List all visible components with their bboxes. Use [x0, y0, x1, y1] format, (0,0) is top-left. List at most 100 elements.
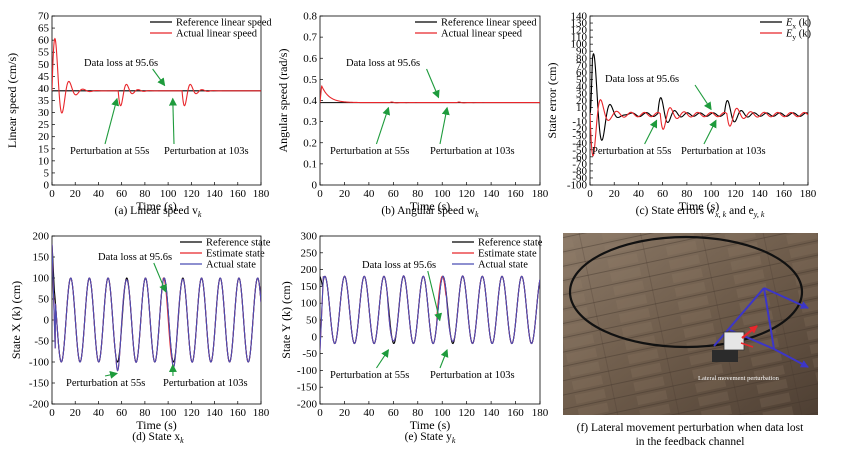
series-line-2	[320, 84, 540, 104]
x-tick-label: 160	[507, 188, 524, 200]
y-tick-label: 0	[44, 315, 50, 327]
annotation-label: Perturbation at 55s	[592, 146, 671, 157]
y-tick-label: 0.4	[303, 95, 317, 107]
y-axis-label: State error (cm)	[545, 63, 559, 139]
y-tick-label: 100	[33, 273, 50, 285]
chart-e: 0 20 40 60 80 100 120 140 160 180 -200 -150 -100 -50 0…	[279, 231, 549, 446]
y-tick-label: 20	[576, 95, 588, 107]
chart-a: 0 20 40 60 80 100 120 140 160 1800510152025303540…	[5, 11, 272, 220]
x-tick-label: 60	[388, 407, 400, 419]
y-tick-label: 50	[38, 294, 50, 306]
y-tick-label: 0.6	[303, 53, 317, 65]
legend-label: Reference linear speed	[441, 18, 537, 29]
x-axis-label: Time (s)	[136, 199, 177, 213]
x-tick-label: 20	[609, 188, 621, 200]
x-tick-label: 120	[458, 188, 475, 200]
chart-b: 0 20 40 60 80 100 120 140 160 180 0 0.1 0.2 0.3 0.4 0.5…	[276, 11, 549, 220]
y-tick-label: 100	[571, 39, 588, 51]
y-tick-label: -100	[297, 365, 318, 377]
annotation-arrow-icon	[104, 97, 120, 145]
x-axis-label: Time (s)	[410, 418, 451, 432]
chart-c: 0 20 40 60 80 100 120 140 160 180-100-90-80-70-60…	[545, 11, 817, 220]
x-tick-label: 0	[49, 188, 55, 200]
x-tick-label: 120	[727, 188, 744, 200]
plot-frame	[319, 15, 541, 186]
photo-caption-line-1: (f) Lateral movement perturbation when d…	[577, 422, 805, 434]
y-tick-label: 40	[576, 81, 588, 93]
blue-frame-vertical	[763, 287, 775, 350]
x-tick-label: 140	[483, 188, 500, 200]
x-axis-label: Time (s)	[136, 418, 177, 432]
annotation-label: Data loss at 95.6s	[362, 260, 436, 271]
series-line-1	[590, 53, 808, 141]
robot-base-icon	[712, 350, 738, 362]
y-tick-label: 0.5	[303, 74, 317, 86]
y-tick-label: 25	[38, 119, 50, 131]
annotation-label: Data loss at 95.6s	[98, 252, 172, 263]
chart-caption: (c) State errors wx, k and ey, k	[636, 205, 765, 219]
x-tick-label: 60	[388, 188, 400, 200]
y-tick-label: 5	[44, 167, 50, 179]
y-tick-label: 150	[301, 281, 318, 293]
y-tick-label: -90	[572, 172, 587, 184]
photo-caption-line-2: in the feedback channel	[636, 436, 745, 448]
x-tick-label: 40	[93, 407, 105, 419]
y-tick-label: 15	[38, 143, 50, 155]
x-tick-label: 60	[116, 407, 128, 419]
blue-axis-x-icon	[763, 287, 809, 309]
chart-caption: (d) State xk	[132, 431, 184, 445]
x-tick-label: 100	[160, 407, 177, 419]
x-tick-label: 100	[434, 407, 451, 419]
annotation-arrow-icon	[427, 270, 443, 322]
y-tick-label: 40	[38, 83, 50, 95]
y-axis-label: Linear speed (cm/s)	[5, 53, 19, 148]
x-tick-label: 140	[206, 188, 223, 200]
y-tick-label: 0	[582, 109, 588, 121]
y-tick-label: 0.3	[303, 116, 317, 128]
legend-label: Actual state	[206, 260, 256, 271]
chart-caption: (b) Angular speed wk	[381, 205, 479, 219]
annotation-arrow-icon	[375, 106, 391, 145]
y-tick-label: 60	[576, 67, 588, 79]
y-tick-label: 55	[38, 47, 50, 59]
y-axis-label: Angular speed (rad/s)	[276, 49, 290, 153]
x-tick-label: 120	[183, 188, 200, 200]
annotation-label: Data loss at 95.6s	[605, 74, 679, 85]
y-tick-label: 45	[38, 71, 50, 83]
legend-label: Ey (k)	[785, 29, 812, 42]
annotation-arrow-icon	[644, 119, 658, 145]
x-tick-label: 180	[253, 188, 270, 200]
y-tick-label: 65	[38, 23, 50, 35]
series-line-2	[590, 99, 808, 157]
y-axis-label: State X (k) (cm)	[9, 281, 23, 359]
y-tick-label: 130	[571, 18, 588, 30]
x-tick-label: 120	[183, 407, 200, 419]
x-tick-label: 40	[633, 188, 645, 200]
y-tick-label: 100	[301, 298, 318, 310]
chart-d: 0 20 40 60 80 100 120 140 160 180 -200 -150 -100 -50 0…	[9, 231, 271, 446]
x-tick-label: 40	[93, 188, 105, 200]
annotation-arrow-icon	[153, 262, 167, 293]
y-tick-label: -200	[297, 399, 318, 411]
x-tick-label: 180	[800, 188, 817, 200]
legend-label: Actual state	[478, 260, 528, 271]
annotation-arrow-icon	[439, 106, 450, 145]
y-tick-label: 30	[576, 88, 588, 100]
chart-caption: (e) State yk	[405, 431, 456, 445]
x-tick-label: 160	[230, 188, 247, 200]
x-tick-label: 80	[681, 188, 693, 200]
legend-label: Estimate state	[478, 249, 537, 260]
x-tick-label: 180	[532, 188, 549, 200]
x-tick-label: 80	[139, 407, 151, 419]
x-tick-label: 20	[339, 407, 351, 419]
legend-label: Reference linear speed	[176, 18, 272, 29]
y-tick-label: -10	[572, 116, 587, 128]
y-tick-label: 0	[312, 180, 318, 192]
x-tick-label: 60	[657, 188, 669, 200]
x-tick-label: 20	[339, 188, 351, 200]
y-tick-label: 70	[38, 11, 50, 23]
y-tick-label: 300	[301, 231, 318, 243]
legend-label: Actual linear speed	[441, 29, 523, 40]
y-tick-label: 50	[38, 59, 50, 71]
x-tick-label: 140	[751, 188, 768, 200]
